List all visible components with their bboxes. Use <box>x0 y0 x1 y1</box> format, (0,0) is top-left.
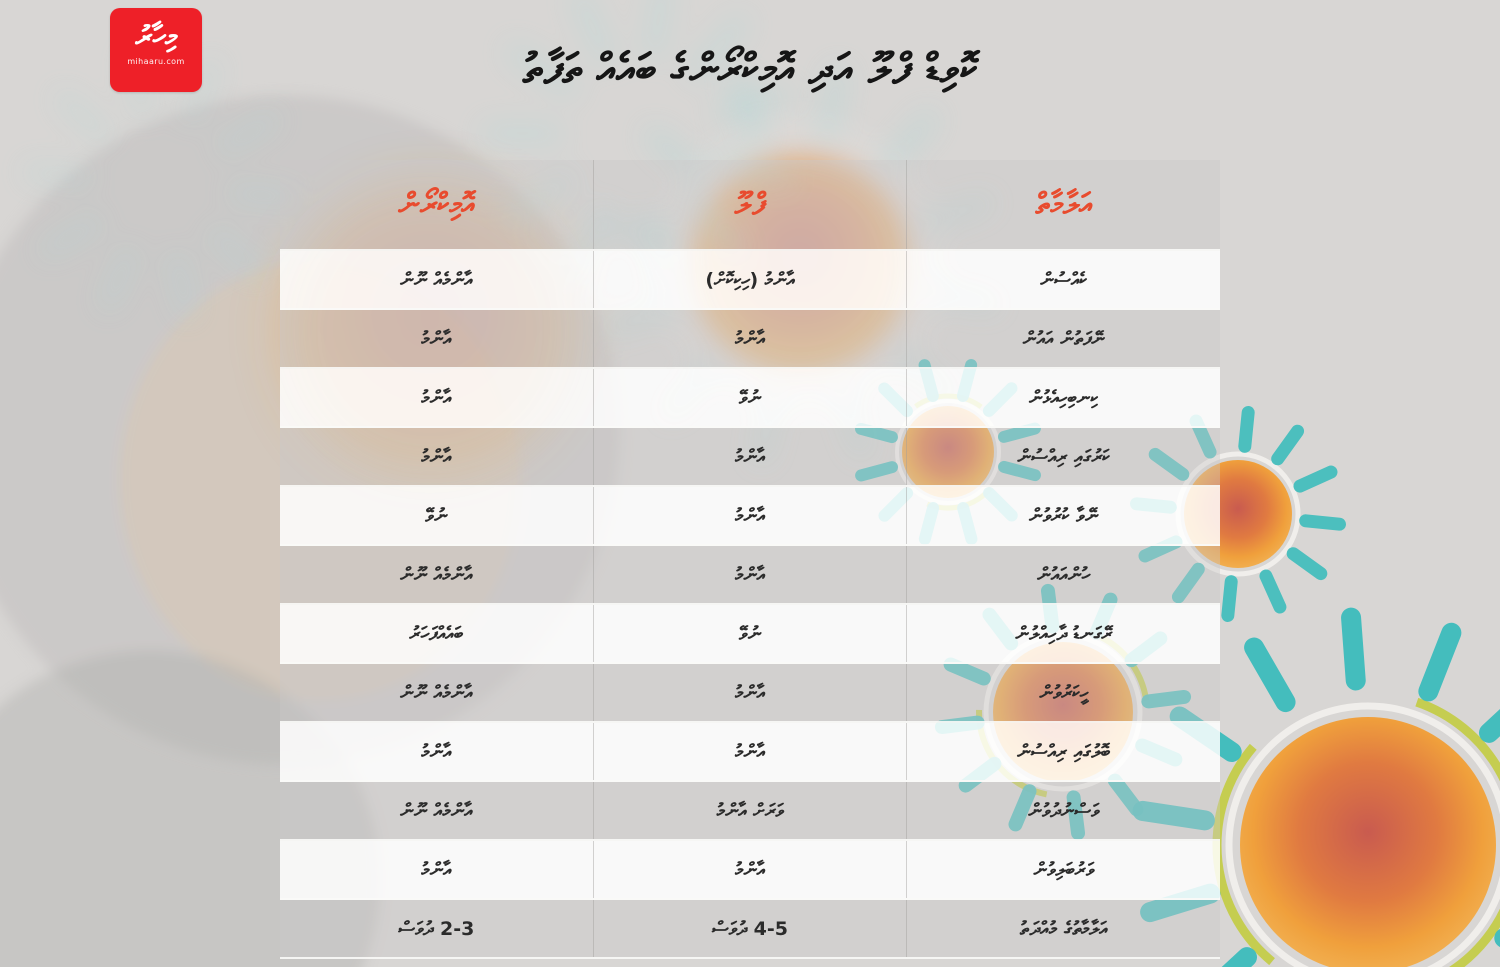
flu-cell: އާންމު <box>594 428 908 485</box>
table-row: ކަރުގައި ރިއްސުން އާންމު އާންމު <box>280 428 1220 487</box>
omicron-cell: ނުވޭ <box>280 487 594 544</box>
table-header-row: އަލާމާތް ފްލޫ އޮމިކްރޯން <box>280 160 1220 251</box>
table-row: ބޮލުގައި ރިއްސުން އާންމު އާންމު <box>280 723 1220 782</box>
column-header-symptom: އަލާމާތް <box>1035 187 1092 222</box>
symptom-cell: ނޭފަތުން އައުން <box>1022 327 1105 350</box>
flu-cell: އާންމު <box>594 310 908 367</box>
flu-cell: އާންމު <box>594 723 908 780</box>
omicron-cell: އާންމެއް ނޫން <box>280 546 594 603</box>
table-row: ރޭގަނޑު ދާހިއްލުން ނުވޭ ބައެއްފަހަރު <box>280 605 1220 664</box>
omicron-cell: އާންމެއް ނޫން <box>280 664 594 721</box>
mihaaru-logo: މިހާރު mihaaru.com <box>110 8 202 92</box>
flu-cell: ވަރަށް އާންމު <box>594 782 908 839</box>
table-row: ވަރުބަލިވުން އާންމު އާންމު <box>280 841 1220 900</box>
flu-cell: އާންމު <box>594 546 908 603</box>
symptom-cell: ކަރުގައި ރިއްސުން <box>1017 445 1110 468</box>
table-row: ހުންއައުން އާންމު އާންމެއް ނޫން <box>280 546 1220 605</box>
symptom-cell: ރޭގަނޑު ދާހިއްލުން <box>1015 622 1112 645</box>
table-row: ކެއްސުން އާންމު (ހިކިކޮށް) އާންމެއް ނޫން <box>280 251 1220 310</box>
symptom-cell: ހުންއައުން <box>1037 563 1091 586</box>
omicron-cell: އާންމެއް ނޫން <box>280 782 594 839</box>
flu-cell: އާންމު <box>594 841 908 898</box>
column-header-flu: ފްލޫ <box>594 160 908 249</box>
omicron-cell: އާންމު <box>280 841 594 898</box>
omicron-cell: އާންމު <box>280 428 594 485</box>
symptom-cell: ކެއްސުން <box>1040 268 1087 291</box>
table-row: ހީކަރުވުން އާންމު އާންމެއް ނޫން <box>280 664 1220 723</box>
omicron-cell: 2-3 ދުވަސް <box>280 900 594 957</box>
omicron-cell: ބައެއްފަހަރު <box>280 605 594 662</box>
column-header-omicron: އޮމިކްރޯން <box>280 160 594 249</box>
symptom-cell: ކިނބިހިއެޅުން <box>1029 386 1099 409</box>
flu-cell: ނުވޭ <box>594 369 908 426</box>
symptom-cell: ނޭވާ ކުރުވުން <box>1029 504 1099 527</box>
flu-cell: އާންމު <box>594 487 908 544</box>
flu-cell: އާންމު (ހިކިކޮށް) <box>594 251 908 308</box>
table-body: ކެއްސުން އާންމު (ހިކިކޮށް) އާންމެއް ނޫން ނޭ… <box>280 251 1220 959</box>
symptom-cell: ވަސްނުދުވުން <box>1028 799 1099 822</box>
symptom-cell: ހީކަރުވުން <box>1039 681 1088 704</box>
flu-cell: ނުވޭ <box>594 605 908 662</box>
table-row: ކިނބިހިއެޅުން ނުވޭ އާންމު <box>280 369 1220 428</box>
table-row: ވަސްނުދުވުން ވަރަށް އާންމު އާންމެއް ނޫން <box>280 782 1220 841</box>
flu-cell: 4-5 ދުވަސް <box>594 900 908 957</box>
symptom-cell: ބޮލުގައި ރިއްސުން <box>1017 740 1111 763</box>
omicron-cell: އާންމެއް ނޫން <box>280 251 594 308</box>
page-title: ކޮވިޑް ފްލޫ އަދި އޮމިކްރޯންގެ ބައެއް ތަފ… <box>522 44 978 93</box>
table-row: ނޭފަތުން އައުން އާންމު އާންމު <box>280 310 1220 369</box>
flu-cell: އާންމު <box>594 664 908 721</box>
table-row: ނޭވާ ކުރުވުން އާންމު ނުވޭ <box>280 487 1220 546</box>
mihaaru-logo-domain: mihaaru.com <box>127 57 185 66</box>
omicron-cell: އާންމު <box>280 369 594 426</box>
symptom-cell: އަލާމާތުގެ މުއްދަތު <box>1019 917 1108 940</box>
symptom-cell: ވަރުބަލިވުން <box>1033 858 1094 881</box>
mihaaru-logo-thaana: މިހާރު <box>135 19 177 53</box>
table-row: އަލާމާތުގެ މުއްދަތު 4-5 ދުވަސް 2-3 ދުވަސް <box>280 900 1220 959</box>
symptom-comparison-table: އަލާމާތް ފްލޫ އޮމިކްރޯން ކެއްސުން އާންމު … <box>280 160 1220 959</box>
coronavirus-icon <box>1212 689 1500 967</box>
omicron-cell: އާންމު <box>280 723 594 780</box>
omicron-cell: އާންމު <box>280 310 594 367</box>
